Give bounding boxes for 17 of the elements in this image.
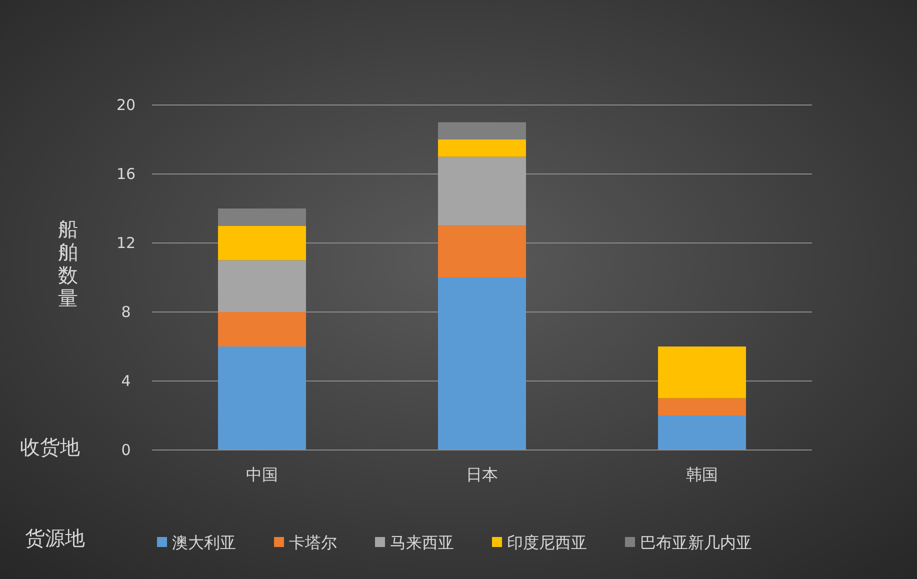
y-tick-label: 16 bbox=[116, 165, 136, 183]
x-tick-label: 韩国 bbox=[686, 465, 718, 484]
legend-label: 卡塔尔 bbox=[289, 533, 337, 552]
y-tick-label: 12 bbox=[116, 234, 136, 252]
legend-label: 巴布亚新几内亚 bbox=[640, 533, 752, 552]
x-tick-label: 日本 bbox=[466, 465, 498, 484]
legend-label: 澳大利亚 bbox=[172, 533, 236, 552]
legend-label: 印度尼西亚 bbox=[507, 533, 587, 552]
x-axis-title: 收货地 bbox=[20, 435, 80, 459]
y-axis-title: 船舶数量 bbox=[58, 217, 78, 310]
legend-title: 货源地 bbox=[25, 526, 85, 550]
y-tick-label: 4 bbox=[121, 372, 131, 390]
x-tick-label: 中国 bbox=[246, 465, 278, 484]
legend-label: 马来西亚 bbox=[390, 533, 454, 552]
y-tick-label: 8 bbox=[121, 303, 131, 321]
y-tick-label: 20 bbox=[116, 96, 136, 114]
y-tick-label: 0 bbox=[121, 441, 131, 459]
